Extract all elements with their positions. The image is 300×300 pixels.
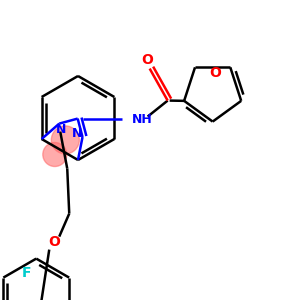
Text: N: N [72,127,83,140]
Text: O: O [210,66,222,80]
Text: N: N [56,123,66,136]
Circle shape [51,126,79,154]
Text: F: F [22,266,31,280]
Text: O: O [48,235,60,249]
Text: NH: NH [132,113,152,126]
Circle shape [43,142,67,167]
Text: O: O [142,52,154,67]
